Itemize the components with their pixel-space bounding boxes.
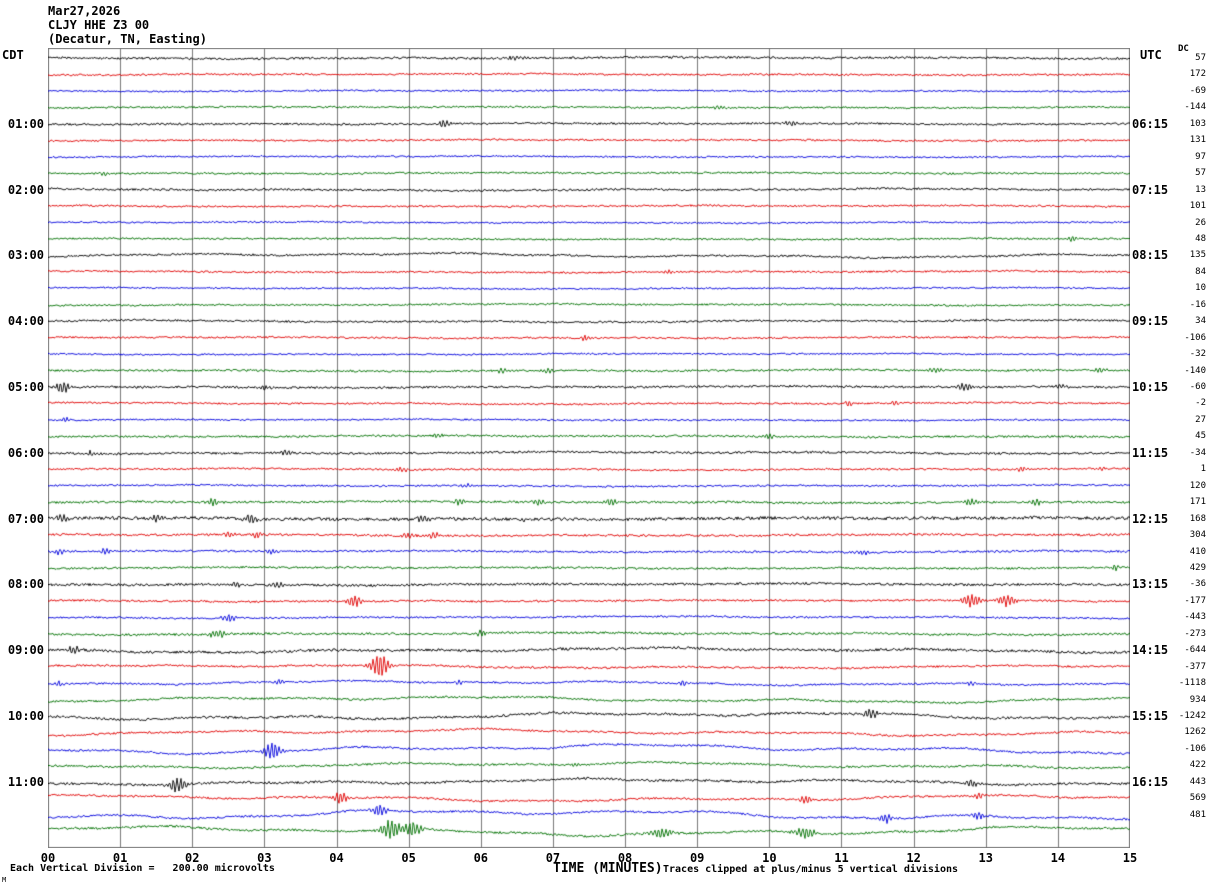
left-time-label: 01:00	[7, 116, 44, 131]
left-time-label: 11:00	[7, 774, 44, 789]
dc-offset-column-header: DC	[1178, 44, 1189, 54]
dc-offset-value: -16	[1189, 299, 1206, 310]
x-axis-tick-label: 12	[906, 851, 921, 865]
right-time-label: 06:15	[1132, 116, 1169, 131]
left-time-label: 04:00	[7, 314, 44, 329]
dc-offset-value: -140	[1184, 365, 1206, 376]
left-time-label: 10:00	[7, 709, 44, 723]
dc-offset-value: 1262	[1184, 727, 1206, 738]
dc-offset-value: -644	[1184, 645, 1206, 656]
dc-offset-value: -144	[1184, 102, 1206, 113]
x-axis-title: TIME (MINUTES)	[553, 861, 663, 876]
dc-offset-value: 1	[1200, 464, 1206, 475]
vertical-scale-note: Each Vertical Division = 200.00 microvol…	[10, 863, 275, 874]
right-time-label: 14:15	[1132, 643, 1169, 658]
dc-offset-value: 481	[1189, 809, 1206, 820]
header-station-location: (Decatur, TN, Easting)	[48, 32, 207, 46]
x-axis-tick-label: 10	[762, 851, 777, 865]
dc-offset-value: -1242	[1178, 711, 1206, 721]
left-time-label: 05:00	[7, 380, 44, 394]
dc-offset-value: 101	[1189, 201, 1206, 212]
dc-offset-value: 422	[1189, 760, 1206, 771]
x-axis-tick-label: 14	[1050, 851, 1066, 865]
dc-offset-value: 131	[1189, 135, 1206, 146]
x-axis-tick-label: 01	[112, 851, 128, 865]
left-time-label: 02:00	[7, 182, 44, 197]
dc-offset-value: -60	[1189, 382, 1206, 392]
dc-offset-value: 172	[1189, 69, 1206, 80]
clip-note: Traces clipped at plus/minus 5 vertical …	[663, 864, 959, 875]
dc-offset-value: -1118	[1178, 678, 1206, 689]
right-time-label: 07:15	[1132, 182, 1169, 197]
left-time-label: 09:00	[7, 643, 44, 658]
dc-offset-value: -177	[1184, 595, 1206, 606]
x-axis-tick-label: 09	[689, 851, 705, 865]
right-timezone-label: UTC	[1140, 48, 1162, 62]
x-axis-tick-label: 02	[185, 851, 200, 865]
dc-offset-value: 34	[1195, 316, 1206, 327]
left-time-label: 08:00	[7, 577, 44, 592]
dc-offset-value: 26	[1195, 217, 1206, 228]
dc-offset-value: -32	[1189, 349, 1206, 360]
dc-offset-value: -443	[1184, 612, 1206, 623]
dc-offset-value: -34	[1189, 447, 1206, 458]
header-date: Mar27,2026	[48, 4, 121, 18]
right-time-label: 13:15	[1132, 577, 1169, 592]
dc-offset-value: -36	[1189, 579, 1206, 590]
seismogram-canvas	[48, 48, 1130, 848]
dc-offset-value: 10	[1195, 283, 1206, 294]
dc-offset-value: 934	[1189, 694, 1206, 705]
x-axis-tick-label: 07	[545, 851, 561, 865]
dc-offset-value: 429	[1189, 562, 1206, 573]
dc-offset-value: 48	[1195, 233, 1206, 244]
dc-offset-value: -69	[1189, 85, 1206, 96]
dc-offset-value: 168	[1189, 513, 1206, 524]
x-axis-tick-label: 11	[834, 851, 849, 865]
left-time-label: 06:00	[7, 445, 44, 460]
dc-offset-value: 57	[1195, 168, 1206, 179]
dc-offset-value: 97	[1195, 151, 1206, 162]
right-time-label: 11:15	[1132, 445, 1169, 460]
dc-offset-value: 13	[1195, 184, 1206, 195]
x-axis-tick-label: 15	[1122, 851, 1138, 865]
left-time-label: 07:00	[7, 511, 44, 526]
x-axis-tick-label: 00	[40, 851, 56, 865]
right-time-label: 12:15	[1132, 511, 1169, 526]
dc-offset-value: 569	[1189, 793, 1206, 804]
dc-offset-value: -273	[1184, 628, 1206, 639]
x-axis-tick-label: 05	[401, 851, 416, 865]
dc-offset-value: 410	[1189, 546, 1206, 557]
dc-offset-value: 304	[1189, 530, 1206, 541]
x-axis-tick-label: 08	[617, 851, 633, 865]
x-axis-tick-label: 13	[978, 851, 993, 865]
dc-offset-value: 135	[1189, 250, 1206, 261]
right-time-label: 16:15	[1132, 774, 1169, 789]
dc-offset-value: -106	[1184, 743, 1206, 754]
right-time-label: 10:15	[1132, 380, 1169, 394]
dc-offset-value: 57	[1195, 53, 1206, 63]
right-time-label: 08:15	[1132, 248, 1169, 263]
header-station-code: CLJY HHE Z3 00	[48, 18, 150, 32]
dc-offset-value: 103	[1189, 118, 1206, 129]
right-time-label: 15:15	[1132, 709, 1169, 723]
dc-offset-value: -106	[1184, 332, 1206, 343]
x-axis-tick-label: 03	[257, 851, 272, 865]
x-axis-tick-label: 04	[329, 851, 344, 865]
dc-offset-value: 443	[1189, 776, 1206, 787]
right-time-label: 09:15	[1132, 314, 1169, 329]
dc-offset-value: 27	[1195, 414, 1206, 425]
corner-mark: M	[2, 876, 7, 884]
dc-offset-value: 120	[1189, 480, 1206, 491]
left-time-label: 03:00	[7, 248, 44, 263]
left-timezone-label: CDT	[2, 48, 24, 62]
dc-offset-value: 84	[1195, 266, 1206, 277]
dc-offset-value: 171	[1189, 497, 1206, 508]
dc-offset-value: -377	[1184, 661, 1206, 672]
dc-offset-value: 45	[1195, 431, 1206, 442]
x-axis-tick-label: 06	[473, 851, 489, 865]
dc-offset-value: -2	[1195, 398, 1206, 409]
